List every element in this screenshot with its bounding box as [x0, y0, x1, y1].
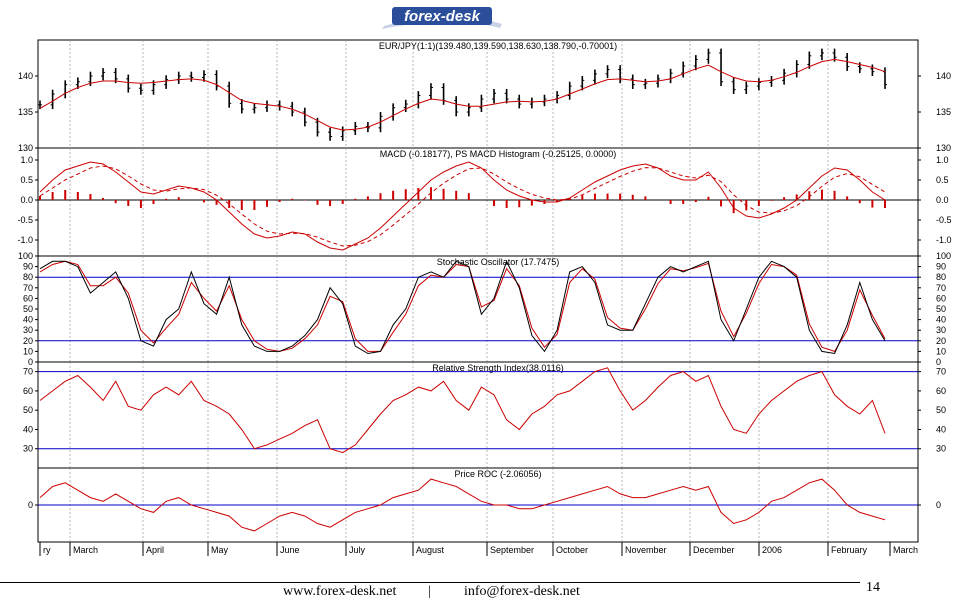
y-tick-label-right: 70 — [936, 367, 946, 377]
y-tick-label-right: 135 — [936, 107, 951, 117]
y-tick-label-right: 140 — [936, 71, 951, 81]
y-tick-label-right: -1.0 — [936, 235, 952, 245]
macd-signal-line — [39, 165, 886, 247]
chart-area: EUR/JPY(1:1)(139.480,139.590,138.630,138… — [17, 39, 952, 556]
month-label: June — [280, 545, 300, 555]
forex-desk-logo: forex-desk — [378, 4, 504, 30]
macd-line — [39, 161, 886, 251]
month-label: August — [416, 545, 445, 555]
y-tick-label-left: 40 — [23, 315, 33, 325]
y-tick-label-left: 140 — [18, 71, 33, 81]
panel-title: Price ROC (-2.06056) — [454, 469, 541, 479]
y-tick-label-left: 90 — [23, 262, 33, 272]
y-tick-label-left: 130 — [18, 143, 33, 153]
y-tick-label-left: 70 — [23, 367, 33, 377]
y-tick-label-left: 80 — [23, 272, 33, 282]
y-tick-label-right: 130 — [936, 143, 951, 153]
y-tick-label-left: -1.0 — [17, 235, 33, 245]
footer: www.forex-desk.net | info@forex-desk.net… — [0, 580, 960, 600]
y-tick-label-left: 100 — [18, 251, 33, 261]
panel-frame-2 — [37, 255, 919, 363]
panel-frame-1 — [37, 147, 919, 257]
y-tick-label-right: 80 — [936, 272, 946, 282]
y-tick-label-right: 10 — [936, 346, 946, 356]
y-tick-label-right: 70 — [936, 283, 946, 293]
y-tick-label-right: 60 — [936, 293, 946, 303]
month-label: April — [146, 545, 164, 555]
y-tick-label-left: 60 — [23, 293, 33, 303]
month-label: May — [211, 545, 229, 555]
month-label: 2006 — [762, 545, 782, 555]
y-tick-label-right: 50 — [936, 304, 946, 314]
y-tick-label-right: 0.5 — [936, 175, 949, 185]
y-tick-label-left: 70 — [23, 283, 33, 293]
y-tick-label-right: 20 — [936, 336, 946, 346]
y-tick-label-left: 60 — [23, 386, 33, 396]
moving-average-line — [39, 58, 886, 131]
month-label: September — [490, 545, 534, 555]
y-tick-label-right: 50 — [936, 405, 946, 415]
y-tick-label-right: 0 — [936, 357, 941, 367]
y-tick-label-left: 0.0 — [20, 195, 33, 205]
y-tick-label-left: 30 — [23, 325, 33, 335]
y-tick-label-left: 0.5 — [20, 175, 33, 185]
stochastic-k-line — [39, 259, 886, 355]
y-tick-label-left: 0 — [28, 500, 33, 510]
y-tick-label-left: 50 — [23, 304, 33, 314]
month-label: November — [625, 545, 667, 555]
y-tick-label-left: 1.0 — [20, 155, 33, 165]
panel-title: Relative Strength Index(38.0116) — [432, 363, 563, 373]
y-tick-label-right: 30 — [936, 444, 946, 454]
y-tick-label-right: 40 — [936, 315, 946, 325]
y-tick-label-left: 10 — [23, 346, 33, 356]
footer-website[interactable]: www.forex-desk.net — [283, 584, 397, 599]
y-tick-label-right: 40 — [936, 424, 946, 434]
stochastic-d-line — [39, 260, 886, 353]
month-label: July — [349, 545, 366, 555]
y-tick-label-right: 0.0 — [936, 195, 949, 205]
y-tick-label-left: 30 — [23, 444, 33, 454]
y-tick-label-left: 40 — [23, 424, 33, 434]
y-tick-label-right: 30 — [936, 325, 946, 335]
month-label: December — [693, 545, 735, 555]
y-tick-label-left: 135 — [18, 107, 33, 117]
month-label: ry — [43, 545, 51, 555]
logo-text: forex-desk — [404, 8, 481, 25]
y-tick-label-right: 1.0 — [936, 155, 949, 165]
month-label: February — [831, 545, 868, 555]
month-label: March — [73, 545, 98, 555]
y-tick-label-right: 0 — [936, 500, 941, 510]
month-label: October — [556, 545, 588, 555]
y-tick-label-left: -0.5 — [17, 215, 33, 225]
y-tick-label-left: 20 — [23, 336, 33, 346]
page-number: 14 — [866, 580, 880, 595]
y-tick-label-right: 90 — [936, 262, 946, 272]
month-label: March — [893, 545, 918, 555]
panel-frame-0 — [37, 39, 919, 149]
panel-frame-3 — [37, 361, 919, 469]
footer-separator: | — [428, 584, 431, 599]
footer-email[interactable]: info@forex-desk.net — [464, 584, 580, 599]
y-tick-label-left: 0 — [28, 357, 33, 367]
y-tick-label-right: 100 — [936, 251, 951, 261]
y-tick-label-right: -0.5 — [936, 215, 952, 225]
panel-title: EUR/JPY(1:1)(139.480,139.590,138.630,138… — [379, 41, 617, 51]
y-tick-label-left: 50 — [23, 405, 33, 415]
panel-title: Stochastic Oscillator (17.7475) — [437, 257, 560, 267]
rsi-line — [39, 367, 886, 454]
roc-line — [39, 478, 886, 532]
y-tick-label-right: 60 — [936, 386, 946, 396]
footer-rule — [0, 582, 860, 583]
panel-title: MACD (-0.18177), PS MACD Histogram (-0.2… — [380, 149, 617, 159]
